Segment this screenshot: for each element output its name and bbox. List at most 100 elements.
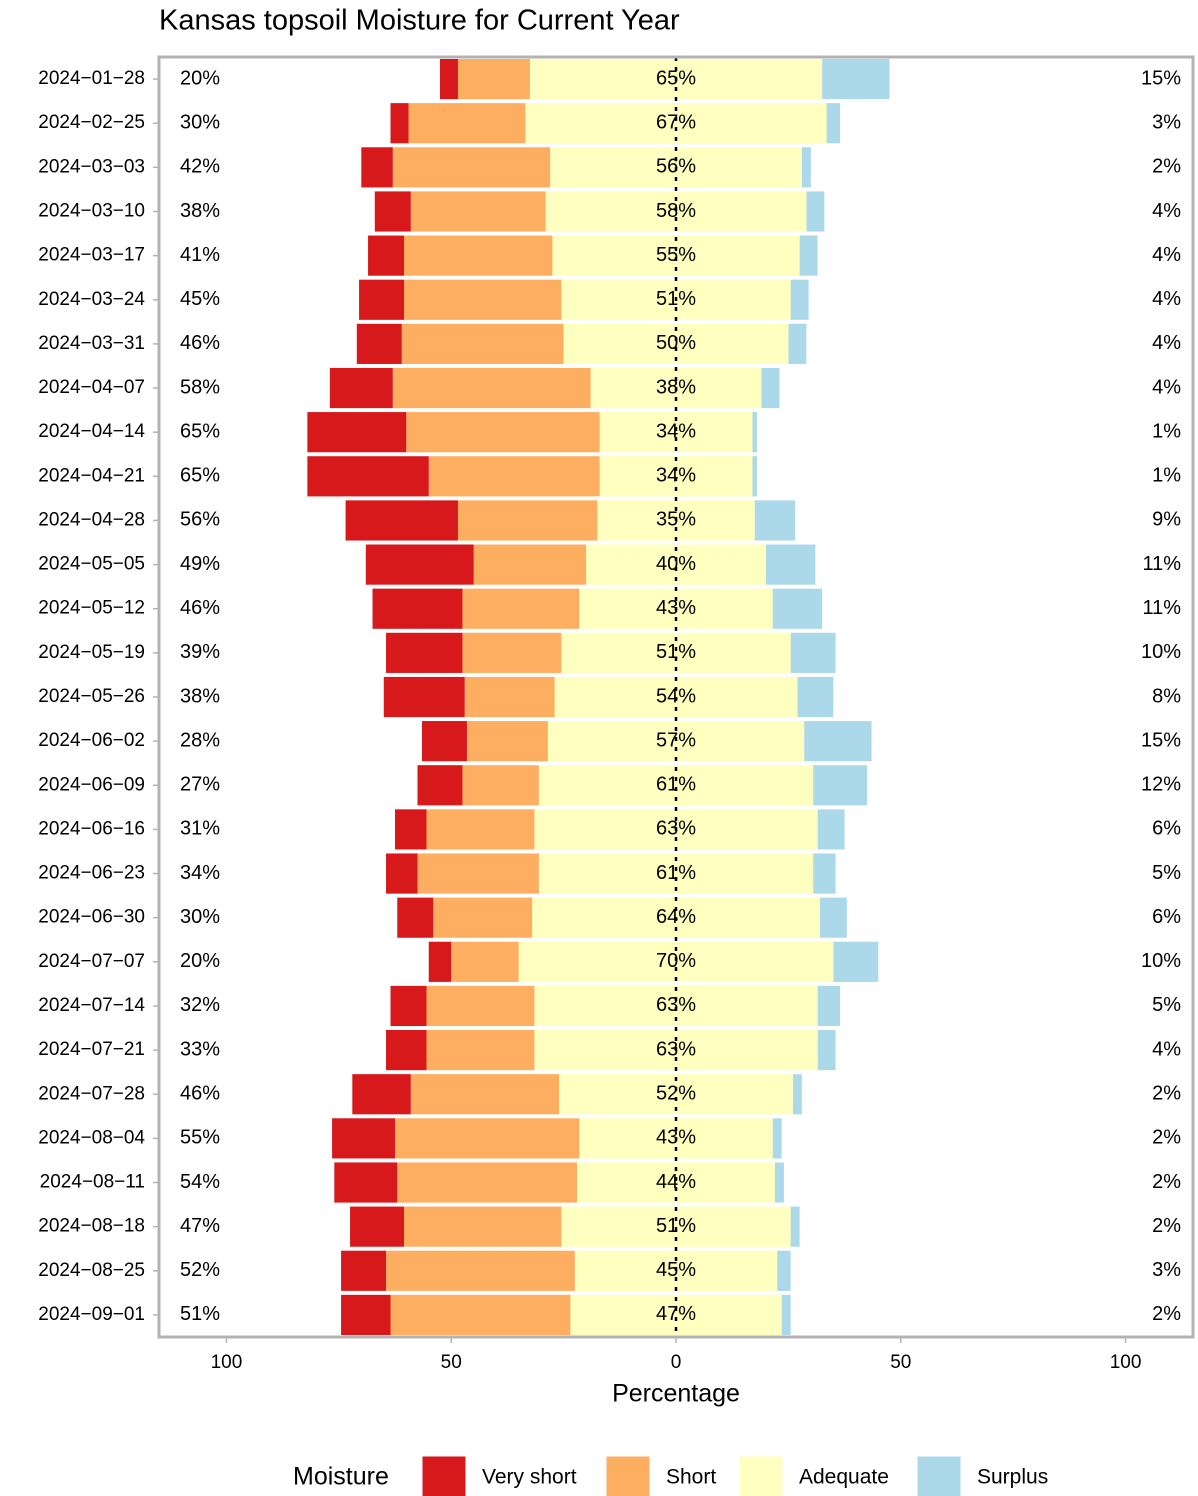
surplus-label: 15% [1141, 729, 1181, 751]
left-label: 31% [180, 818, 220, 840]
bar-segment [341, 1294, 391, 1336]
legend-label: Very short [482, 1466, 577, 1489]
left-label: 42% [180, 156, 220, 178]
legend-swatch [916, 1455, 962, 1496]
left-label: 51% [180, 1303, 220, 1325]
surplus-label: 4% [1152, 332, 1181, 354]
y-tick-label: 2024−05−19 [38, 642, 145, 663]
legend-label: Surplus [977, 1466, 1048, 1489]
surplus-label: 2% [1152, 156, 1181, 178]
surplus-label: 11% [1142, 597, 1181, 619]
adequate-label: 51% [656, 641, 696, 663]
y-tick-label: 2024−08−04 [38, 1127, 145, 1148]
left-label: 58% [180, 376, 220, 398]
left-label: 46% [180, 332, 220, 354]
bar-segment [356, 323, 402, 364]
surplus-label: 2% [1152, 1215, 1181, 1237]
surplus-label: 4% [1152, 1038, 1181, 1060]
bar-segment [428, 456, 600, 497]
bar-segment [390, 103, 409, 144]
adequate-label: 64% [656, 906, 696, 928]
bar-segment [777, 1250, 791, 1291]
bar-segment [817, 809, 845, 850]
y-tick-label: 2024−07−07 [38, 951, 145, 972]
bar-segment [397, 1162, 578, 1203]
y-tick-label: 2024−06−30 [38, 907, 145, 928]
surplus-label: 15% [1141, 67, 1181, 89]
left-label: 20% [180, 950, 220, 972]
y-tick-label: 2024−03−24 [38, 289, 145, 310]
bar-segment [426, 809, 535, 850]
bar-segment [774, 1162, 784, 1203]
bar-segment [401, 323, 564, 364]
adequate-label: 52% [656, 1083, 696, 1105]
bar-segment [752, 456, 757, 497]
bar-segment [819, 897, 847, 938]
bar-segment [813, 853, 836, 894]
left-label: 65% [180, 465, 220, 487]
surplus-label: 4% [1152, 200, 1181, 222]
bar-segment [813, 765, 868, 806]
left-label: 38% [180, 685, 220, 707]
bar-segment [307, 456, 429, 497]
surplus-label: 3% [1152, 1259, 1181, 1281]
adequate-label: 51% [656, 1215, 696, 1237]
bar-segment [451, 941, 519, 982]
bar-segment [417, 853, 539, 894]
left-label: 32% [180, 994, 220, 1016]
y-tick-label: 2024−06−02 [38, 730, 145, 751]
y-tick-label: 2024−04−28 [38, 509, 145, 530]
bar-segment [833, 941, 879, 982]
y-tick-label: 2024−05−26 [38, 686, 145, 707]
legend-swatch [605, 1455, 651, 1496]
panel-border [157, 55, 1195, 1339]
bar-segment [365, 544, 474, 585]
adequate-label: 40% [656, 553, 696, 575]
x-tick-label: 100 [1110, 1352, 1142, 1373]
surplus-label: 6% [1152, 906, 1181, 928]
bar-segment [428, 941, 452, 982]
bar-segment [392, 147, 551, 188]
y-tick-label: 2024−08−18 [38, 1216, 145, 1237]
adequate-label: 47% [656, 1303, 696, 1325]
y-tick-label: 2024−09−01 [38, 1304, 145, 1325]
bar-segment [772, 588, 823, 629]
bar-segment [368, 235, 405, 276]
bar-segment [386, 632, 463, 673]
surplus-label: 6% [1152, 818, 1181, 840]
surplus-label: 5% [1152, 862, 1181, 884]
surplus-label: 4% [1152, 376, 1181, 398]
bar-segment [345, 500, 458, 541]
surplus-label: 5% [1152, 994, 1181, 1016]
surplus-label: 2% [1152, 1171, 1181, 1193]
bar-segment [410, 191, 546, 232]
adequate-label: 67% [656, 111, 696, 133]
surplus-label: 1% [1152, 420, 1181, 442]
legend-label: Short [666, 1466, 716, 1489]
left-label: 52% [180, 1259, 220, 1281]
left-label: 28% [180, 729, 220, 751]
y-tick-label: 2024−04−07 [38, 377, 145, 398]
bar-segment [359, 279, 405, 320]
adequate-label: 63% [656, 994, 696, 1016]
surplus-label: 2% [1152, 1127, 1181, 1149]
bar-segment [457, 500, 598, 541]
bar-segment [372, 588, 463, 629]
surplus-label: 11% [1142, 553, 1181, 575]
bar-segment [826, 103, 841, 144]
bar-segment [426, 1030, 535, 1071]
bar-segment [817, 1030, 836, 1071]
bar-segment [781, 1294, 791, 1336]
bar-segment [457, 58, 530, 100]
bar-segment [754, 500, 796, 541]
left-label: 20% [180, 67, 220, 89]
bar-segment [307, 412, 407, 453]
left-label: 34% [180, 862, 220, 884]
bar-segment [817, 985, 841, 1027]
adequate-label: 55% [656, 244, 696, 266]
surplus-label: 10% [1141, 950, 1181, 972]
left-label: 45% [180, 288, 220, 310]
bar-segment [410, 1074, 560, 1115]
x-tick-label: 100 [211, 1352, 243, 1373]
